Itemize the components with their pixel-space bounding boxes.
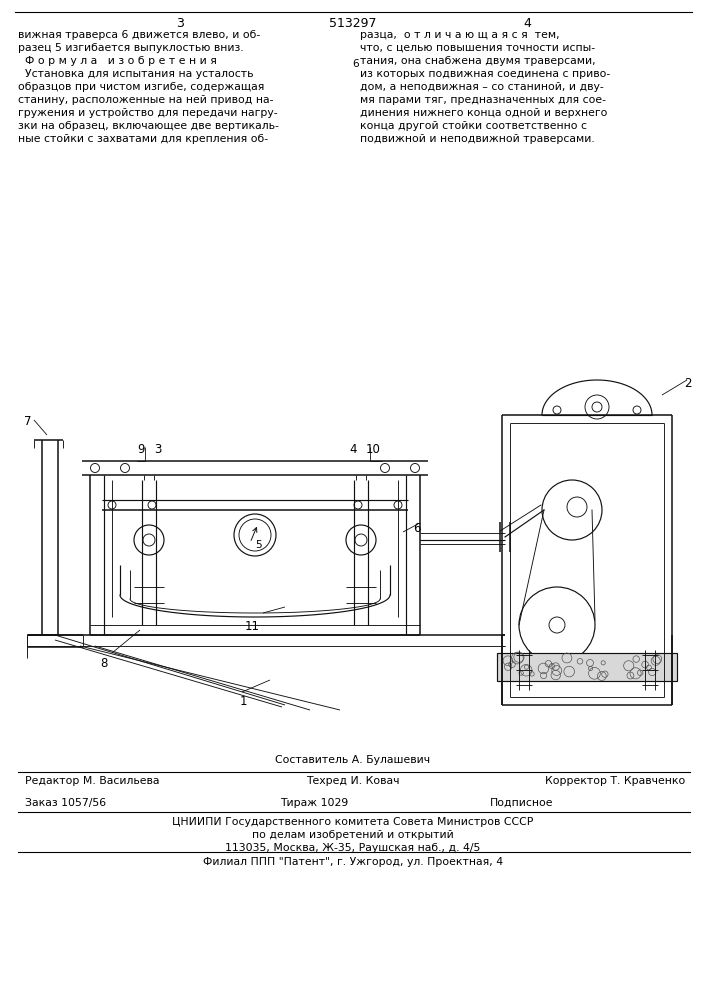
Text: Корректор Т. Кравченко: Корректор Т. Кравченко bbox=[545, 776, 685, 786]
Text: конца другой стойки соответственно с: конца другой стойки соответственно с bbox=[360, 121, 587, 131]
Text: по делам изобретений и открытий: по делам изобретений и открытий bbox=[252, 830, 454, 840]
Text: 513297: 513297 bbox=[329, 17, 377, 30]
Bar bbox=[497, 653, 677, 681]
Text: 3: 3 bbox=[154, 443, 161, 456]
Text: 11: 11 bbox=[245, 620, 260, 633]
Text: что, с целью повышения точности испы-: что, с целью повышения точности испы- bbox=[360, 43, 595, 53]
Text: тания, она снабжена двумя траверсами,: тания, она снабжена двумя траверсами, bbox=[360, 56, 595, 66]
Text: 3: 3 bbox=[176, 17, 184, 30]
Text: Установка для испытания на усталость: Установка для испытания на усталость bbox=[18, 69, 254, 79]
Text: 6: 6 bbox=[352, 59, 358, 69]
Text: Филиал ППП "Патент", г. Ужгород, ул. Проектная, 4: Филиал ППП "Патент", г. Ужгород, ул. Про… bbox=[203, 857, 503, 867]
Text: 9: 9 bbox=[137, 443, 144, 456]
Text: ные стойки с захватами для крепления об-: ные стойки с захватами для крепления об- bbox=[18, 134, 268, 144]
Text: подвижной и неподвижной траверсами.: подвижной и неподвижной траверсами. bbox=[360, 134, 595, 144]
Text: Составитель А. Булашевич: Составитель А. Булашевич bbox=[276, 755, 431, 765]
Text: 7: 7 bbox=[24, 415, 32, 428]
Text: мя парами тяг, предназначенных для сое-: мя парами тяг, предназначенных для сое- bbox=[360, 95, 606, 105]
Text: Ф о р м у л а   и з о б р е т е н и я: Ф о р м у л а и з о б р е т е н и я bbox=[18, 56, 217, 66]
Text: ЦНИИПИ Государственного комитета Совета Министров СССР: ЦНИИПИ Государственного комитета Совета … bbox=[173, 817, 534, 827]
Text: 1: 1 bbox=[240, 695, 247, 708]
Text: 6: 6 bbox=[413, 522, 421, 535]
Text: Подписное: Подписное bbox=[490, 798, 554, 808]
Text: из которых подвижная соединена с приво-: из которых подвижная соединена с приво- bbox=[360, 69, 610, 79]
Text: разца,  о т л и ч а ю щ а я с я  тем,: разца, о т л и ч а ю щ а я с я тем, bbox=[360, 30, 560, 40]
Text: динения нижнего конца одной и верхнего: динения нижнего конца одной и верхнего bbox=[360, 108, 607, 118]
Text: вижная траверса 6 движется влево, и об-: вижная траверса 6 движется влево, и об- bbox=[18, 30, 260, 40]
Text: 4: 4 bbox=[523, 17, 531, 30]
Text: 2: 2 bbox=[684, 377, 691, 390]
Text: 5: 5 bbox=[255, 540, 262, 550]
Text: 113035, Москва, Ж-35, Раушская наб., д. 4/5: 113035, Москва, Ж-35, Раушская наб., д. … bbox=[226, 843, 481, 853]
Text: 4: 4 bbox=[349, 443, 356, 456]
Text: 8: 8 bbox=[100, 657, 107, 670]
Text: зки на образец, включающее две вертикаль-: зки на образец, включающее две вертикаль… bbox=[18, 121, 279, 131]
Text: станину, расположенные на ней привод на-: станину, расположенные на ней привод на- bbox=[18, 95, 274, 105]
Text: образцов при чистом изгибе, содержащая: образцов при чистом изгибе, содержащая bbox=[18, 82, 264, 92]
Text: Редактор М. Васильева: Редактор М. Васильева bbox=[25, 776, 160, 786]
Text: разец 5 изгибается выпуклостью вниз.: разец 5 изгибается выпуклостью вниз. bbox=[18, 43, 244, 53]
Text: Техред И. Ковач: Техред И. Ковач bbox=[306, 776, 399, 786]
Text: дом, а неподвижная – со станиной, и дву-: дом, а неподвижная – со станиной, и дву- bbox=[360, 82, 604, 92]
Text: Тираж 1029: Тираж 1029 bbox=[280, 798, 349, 808]
Text: гружения и устройство для передачи нагру-: гружения и устройство для передачи нагру… bbox=[18, 108, 278, 118]
Text: Заказ 1057/56: Заказ 1057/56 bbox=[25, 798, 106, 808]
Text: 10: 10 bbox=[366, 443, 381, 456]
